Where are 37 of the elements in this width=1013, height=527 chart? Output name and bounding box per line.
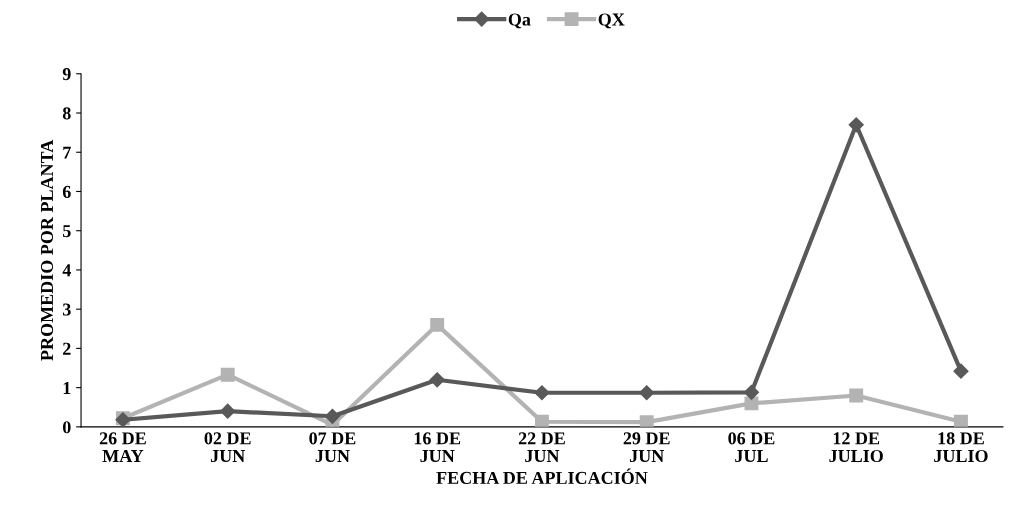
y-tick-label: 1 xyxy=(63,381,71,394)
point xyxy=(534,385,550,401)
point xyxy=(535,414,549,427)
point xyxy=(954,414,968,427)
x-tick-label: 18 DE JULIO xyxy=(934,432,988,463)
legend-label: Qa xyxy=(508,13,531,29)
y-tick-label: 0 xyxy=(62,421,71,434)
y-tick-label: 3 xyxy=(62,303,71,316)
x-tick-label: 16 DE JUN xyxy=(414,432,461,463)
x-tick-label: 07 DE JUN xyxy=(309,432,356,463)
point xyxy=(639,385,655,401)
y-tick-label: 6 xyxy=(62,185,71,198)
x-tick-label: 12 DE JULIO xyxy=(829,432,883,463)
x-tick-label: 26 DE MAY xyxy=(99,432,146,462)
y-axis-title: PROMEDIO POR PLANTA xyxy=(40,139,54,361)
x-tick-label: 29 DE JUN xyxy=(623,432,670,463)
point xyxy=(430,317,445,332)
y-tick-label: 5 xyxy=(63,225,71,238)
legend-label: QX xyxy=(598,13,625,29)
y-tick-label: 7 xyxy=(63,146,71,159)
point xyxy=(220,367,235,382)
point xyxy=(324,408,341,424)
y-tick-label: 9 xyxy=(62,68,71,81)
point xyxy=(953,363,969,379)
y-tick-label: 4 xyxy=(62,264,71,277)
y-tick-label: 2 xyxy=(63,342,71,355)
x-axis-title: FECHA DE APLICACIÓN xyxy=(436,468,648,484)
point xyxy=(743,384,760,400)
point xyxy=(848,117,864,133)
x-tick-label: 06 DE JUL xyxy=(728,432,775,463)
x-tick-label: 22 DE JUN xyxy=(518,432,565,463)
point xyxy=(220,403,236,419)
x-tick-label: 02 DE JUN xyxy=(204,432,251,463)
point xyxy=(429,372,445,388)
point xyxy=(639,415,654,427)
y-tick-label: 8 xyxy=(62,107,71,120)
point xyxy=(849,388,864,403)
